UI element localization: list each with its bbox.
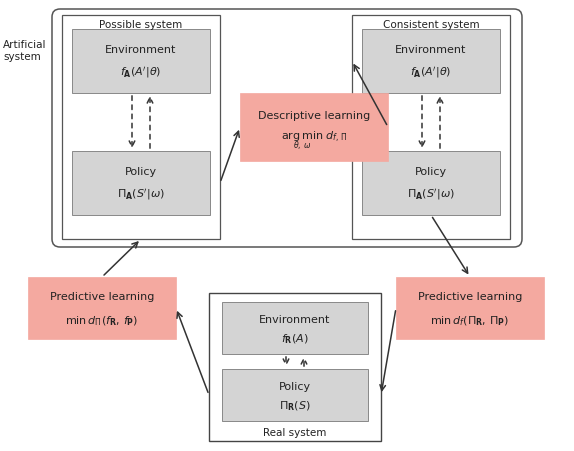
Text: $\min\, d_{\Pi}(f_{\mathbf{R}},\, f_{\mathbf{P}})$: $\min\, d_{\Pi}(f_{\mathbf{R}},\, f_{\ma…	[65, 313, 139, 327]
Text: Consistent system: Consistent system	[383, 20, 479, 30]
Bar	[72, 152, 210, 216]
Text: $\Pi_{\mathbf{R}}(S)$: $\Pi_{\mathbf{R}}(S)$	[279, 398, 311, 412]
Text: Predictive learning: Predictive learning	[418, 291, 522, 301]
Text: Environment: Environment	[259, 314, 331, 324]
Text: Policy: Policy	[415, 166, 447, 177]
Bar	[362, 30, 500, 94]
Text: Possible system: Possible system	[99, 20, 183, 30]
Text: $\underset{\theta,\, \omega}{\arg\min}\; d_{f,\,\Pi}$: $\underset{\theta,\, \omega}{\arg\min}\;…	[281, 129, 347, 152]
Bar	[222, 369, 368, 421]
Text: $\min\, d_{f}(\Pi_{\mathbf{R}},\, \Pi_{\mathbf{P}})$: $\min\, d_{f}(\Pi_{\mathbf{R}},\, \Pi_{\…	[430, 313, 510, 327]
Text: Policy: Policy	[279, 381, 311, 391]
Text: Environment: Environment	[395, 45, 467, 55]
Text: Policy: Policy	[125, 166, 157, 177]
Bar	[209, 293, 381, 441]
Text: Predictive learning: Predictive learning	[50, 291, 154, 301]
Text: Artificial
system: Artificial system	[3, 40, 46, 61]
Bar	[28, 277, 176, 339]
Bar	[362, 152, 500, 216]
Text: Descriptive learning: Descriptive learning	[258, 111, 370, 121]
Bar	[62, 16, 220, 239]
Bar	[222, 302, 368, 354]
Text: $\Pi_{\mathbf{A}}(S^{\prime}|\omega)$: $\Pi_{\mathbf{A}}(S^{\prime}|\omega)$	[117, 187, 165, 202]
Bar	[396, 277, 544, 339]
Text: $f_{\mathbf{R}}(A)$: $f_{\mathbf{R}}(A)$	[281, 331, 309, 345]
Bar	[352, 16, 510, 239]
Text: $\Pi_{\mathbf{A}}(S^{\prime}|\omega)$: $\Pi_{\mathbf{A}}(S^{\prime}|\omega)$	[407, 187, 455, 202]
Bar	[72, 30, 210, 94]
Text: $f_{\mathbf{A}}(A^{\prime}|\theta)$: $f_{\mathbf{A}}(A^{\prime}|\theta)$	[410, 65, 452, 80]
Bar	[240, 94, 388, 161]
Text: Environment: Environment	[105, 45, 177, 55]
Text: $f_{\mathbf{A}}(A^{\prime}|\theta)$: $f_{\mathbf{A}}(A^{\prime}|\theta)$	[121, 65, 162, 80]
Text: Real system: Real system	[263, 427, 327, 437]
